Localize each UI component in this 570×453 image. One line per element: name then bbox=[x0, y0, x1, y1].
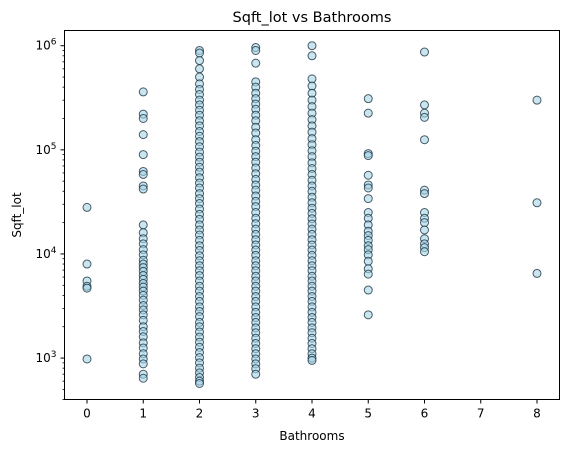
data-point bbox=[196, 379, 204, 387]
x-tick-label: 8 bbox=[533, 407, 541, 421]
data-point bbox=[252, 46, 260, 54]
data-point bbox=[139, 185, 147, 193]
data-point bbox=[421, 113, 429, 121]
data-point bbox=[421, 248, 429, 256]
data-point bbox=[421, 219, 429, 227]
data-point bbox=[421, 101, 429, 109]
data-point bbox=[533, 199, 541, 207]
data-point bbox=[139, 131, 147, 139]
data-point bbox=[196, 57, 204, 65]
data-point bbox=[364, 286, 372, 294]
data-point bbox=[364, 171, 372, 179]
x-tick-label: 0 bbox=[83, 407, 91, 421]
data-point bbox=[308, 356, 316, 364]
data-point bbox=[196, 65, 204, 73]
data-point bbox=[139, 88, 147, 96]
data-point bbox=[139, 374, 147, 382]
x-tick-label: 1 bbox=[139, 407, 147, 421]
data-point bbox=[364, 195, 372, 203]
data-point bbox=[364, 109, 372, 117]
x-tick-label: 3 bbox=[252, 407, 260, 421]
data-point bbox=[533, 96, 541, 104]
data-point bbox=[139, 151, 147, 159]
data-point bbox=[364, 152, 372, 160]
data-point bbox=[421, 226, 429, 234]
data-point bbox=[421, 48, 429, 56]
data-point bbox=[83, 260, 91, 268]
y-axis-label: Sqft_lot bbox=[10, 192, 24, 238]
data-point bbox=[139, 170, 147, 178]
data-point bbox=[83, 203, 91, 211]
data-point bbox=[196, 49, 204, 57]
x-tick-label: 2 bbox=[196, 407, 204, 421]
data-point bbox=[252, 59, 260, 67]
x-tick-label: 6 bbox=[421, 407, 429, 421]
x-tick-label: 7 bbox=[477, 407, 485, 421]
data-point bbox=[364, 257, 372, 265]
data-point bbox=[252, 370, 260, 378]
data-point bbox=[83, 284, 91, 292]
data-point bbox=[421, 136, 429, 144]
data-point bbox=[308, 52, 316, 60]
data-point bbox=[364, 270, 372, 278]
chart-title: Sqft_lot vs Bathrooms bbox=[233, 10, 392, 26]
data-point bbox=[83, 355, 91, 363]
data-point bbox=[364, 95, 372, 103]
data-point bbox=[421, 190, 429, 198]
data-point bbox=[308, 42, 316, 50]
data-point bbox=[139, 114, 147, 122]
x-axis-label: Bathrooms bbox=[279, 429, 344, 443]
data-point bbox=[364, 184, 372, 192]
data-point bbox=[139, 221, 147, 229]
data-point bbox=[364, 311, 372, 319]
data-point bbox=[533, 269, 541, 277]
x-tick-label: 4 bbox=[308, 407, 316, 421]
data-point bbox=[139, 360, 147, 368]
x-tick-label: 5 bbox=[364, 407, 372, 421]
